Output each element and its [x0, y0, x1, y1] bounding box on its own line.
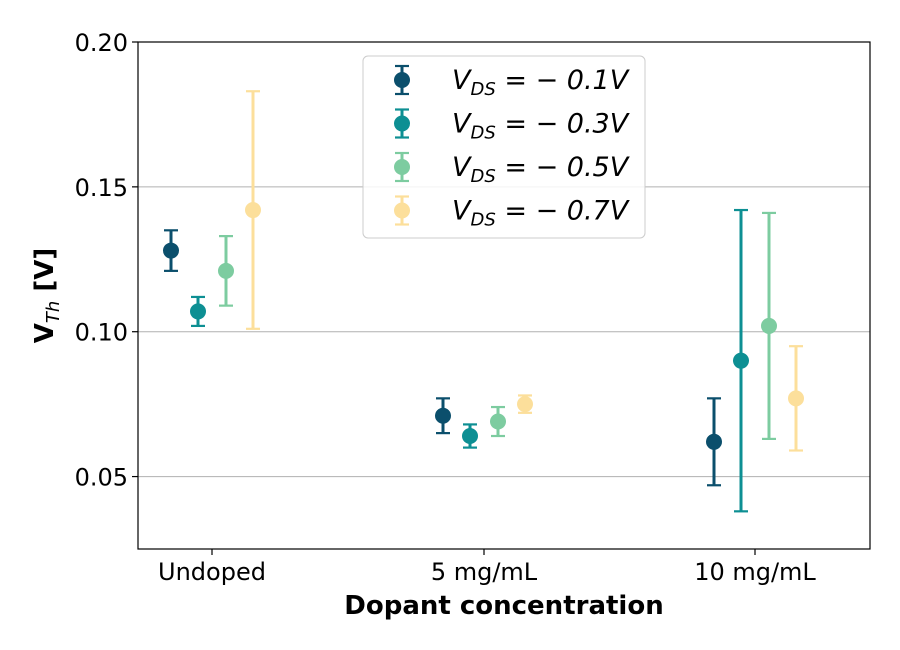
- legend-label: VDS = − 0.7V: [452, 196, 631, 231]
- legend-label: VDS = − 0.3V: [452, 109, 631, 144]
- data-series: [163, 90, 804, 513]
- y-axis-ticks: 0.05 0.10 0.15 0.20: [75, 29, 138, 492]
- y-axis-title-unit: [V]: [30, 248, 60, 301]
- series-1: [163, 229, 722, 487]
- x-tick-label: 10 mg/mL: [694, 558, 816, 586]
- series-3: [218, 211, 777, 441]
- data-point: [788, 390, 804, 407]
- y-tick-label: 0.20: [75, 29, 128, 57]
- data-point: [517, 396, 533, 413]
- data-point: [761, 317, 777, 334]
- legend-item: VDS = − 0.5V: [394, 151, 631, 187]
- data-point: [733, 352, 749, 369]
- data-point: [163, 242, 179, 259]
- legend-label-symbol: V: [452, 152, 473, 183]
- x-axis-ticks: Undoped 5 mg/mL 10 mg/mL: [158, 549, 816, 586]
- legend-item: VDS = − 0.3V: [394, 108, 631, 144]
- series-2: [190, 208, 749, 513]
- legend-marker: [394, 115, 410, 132]
- plot-area-frame: [137, 41, 871, 550]
- y-tick-label: 0.05: [75, 464, 128, 492]
- x-tick-label: Undoped: [158, 558, 266, 586]
- legend-marker: [394, 72, 410, 88]
- legend-label-symbol: V: [452, 196, 473, 227]
- legend-marker: [394, 159, 410, 175]
- legend-label: VDS = − 0.1V: [452, 65, 631, 100]
- series-4: [245, 90, 804, 452]
- data-point: [462, 428, 478, 445]
- legend-item: VDS = − 0.1V: [394, 64, 631, 100]
- legend-label-subscript: DS: [470, 123, 495, 144]
- y-tick-label: 0.15: [75, 174, 128, 202]
- legend-box: [362, 55, 646, 239]
- x-axis-title: Dopant concentration: [344, 591, 663, 621]
- legend-item: VDS = − 0.7V: [394, 195, 631, 231]
- legend-label-subscript: DS: [470, 166, 495, 187]
- legend-label: VDS = − 0.5V: [452, 152, 631, 187]
- legend-marker: [394, 202, 410, 219]
- data-point: [435, 407, 451, 424]
- legend-label-subscript: DS: [470, 210, 495, 231]
- legend-label-subscript: DS: [470, 79, 495, 100]
- legend-label-symbol: V: [452, 109, 473, 140]
- data-point: [218, 262, 234, 279]
- data-point: [245, 202, 261, 219]
- x-tick-label: 5 mg/mL: [431, 558, 538, 586]
- data-point: [190, 303, 206, 320]
- legend-label-symbol: V: [452, 65, 473, 96]
- legend-label-value: = − 0.3V: [496, 109, 631, 140]
- legend-label-value: = − 0.7V: [496, 196, 631, 227]
- data-point: [706, 433, 722, 450]
- y-tick-label: 0.10: [75, 319, 128, 347]
- y-axis-title: VTh [V]: [30, 248, 64, 343]
- legend-label-value: = − 0.5V: [496, 152, 631, 183]
- y-axis-title-subscript: Th: [43, 301, 64, 323]
- data-point: [490, 413, 506, 430]
- legend-label-value: = − 0.1V: [496, 65, 631, 96]
- y-axis-title-symbol: V: [30, 323, 60, 343]
